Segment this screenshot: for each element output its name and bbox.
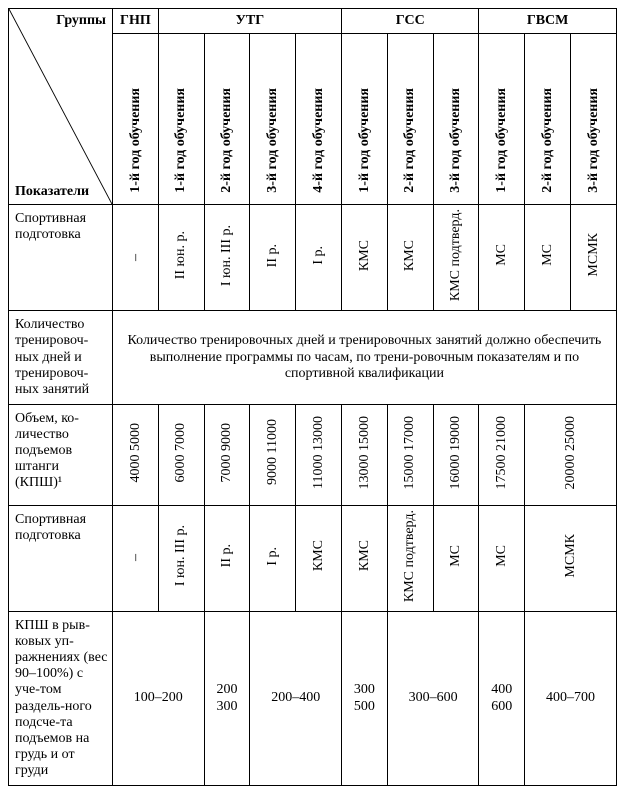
kpsh-c7: 400–700	[525, 612, 617, 786]
kpsh-c5: 300–600	[387, 612, 479, 786]
year-gss-2: 2-й год обучения	[387, 34, 433, 205]
label-days: Количество тренировоч-ных дней и трениро…	[9, 311, 113, 404]
row-kpsh: КПШ в рыв-ковых уп-ражнениях (вес 90–100…	[9, 612, 617, 786]
vol-c2: 7000 9000	[204, 404, 250, 505]
diag-bottom: Показатели	[15, 184, 89, 200]
year-gss-3: 3-й год обучения	[433, 34, 479, 205]
group-gnp: ГНП	[113, 9, 159, 34]
sport1-c10: МСМК	[571, 205, 617, 311]
sport2-c6: КМС подтверд.	[387, 505, 433, 611]
sport1-c0: –	[113, 205, 159, 311]
sport1-c9: МС	[525, 205, 571, 311]
vol-c5: 13000 15000	[342, 404, 388, 505]
year-gvsm-2: 2-й год обучения	[525, 34, 571, 205]
sport2-c2: II р.	[204, 505, 250, 611]
training-table: Группы Показатели ГНП УТГ ГСС ГВСМ 1-й г…	[8, 8, 617, 786]
group-utg: УТГ	[158, 9, 341, 34]
kpsh-c6: 400 600	[479, 612, 525, 786]
days-note: Количество тренировочных дней и трениров…	[113, 311, 617, 404]
year-utg-4: 4-й год обучения	[296, 34, 342, 205]
sport2-c5: КМС	[342, 505, 388, 611]
kpsh-c3: 200–400	[250, 612, 342, 786]
kpsh-c1: 100–200	[113, 612, 205, 786]
sport2-c4: КМС	[296, 505, 342, 611]
kpsh-c4: 300 500	[342, 612, 388, 786]
sport1-c6: КМС	[387, 205, 433, 311]
vol-c0: 4000 5000	[113, 404, 159, 505]
row-days: Количество тренировоч-ных дней и трениро…	[9, 311, 617, 404]
sport1-c7: КМС подтверд.	[433, 205, 479, 311]
row-volume: Объем, ко-личество подъемов штанги (КПШ)…	[9, 404, 617, 505]
kpsh-c2: 200 300	[204, 612, 250, 786]
header-diagonal: Группы Показатели	[9, 9, 113, 205]
vol-c4: 11000 13000	[296, 404, 342, 505]
vol-c3: 9000 11000	[250, 404, 296, 505]
vol-c8: 17500 21000	[479, 404, 525, 505]
sport1-c8: МС	[479, 205, 525, 311]
sport2-c3: I р.	[250, 505, 296, 611]
sport2-c8: МС	[479, 505, 525, 611]
row-sport-1: Спортивная подготовка – II юн. р. I юн. …	[9, 205, 617, 311]
group-gvsm: ГВСМ	[479, 9, 616, 34]
year-utg-3: 3-й год обучения	[250, 34, 296, 205]
vol-last: 20000 25000	[525, 404, 617, 505]
sport2-c7: МС	[433, 505, 479, 611]
label-sport-1: Спортивная подготовка	[9, 205, 113, 311]
label-volume: Объем, ко-личество подъемов штанги (КПШ)…	[9, 404, 113, 505]
sport1-c1: II юн. р.	[158, 205, 204, 311]
sport1-c4: I р.	[296, 205, 342, 311]
vol-c7: 16000 19000	[433, 404, 479, 505]
group-gss: ГСС	[342, 9, 479, 34]
year-gss-1: 1-й год обучения	[342, 34, 388, 205]
sport1-c5: КМС	[342, 205, 388, 311]
label-sport-2: Спортивная подготовка	[9, 505, 113, 611]
year-utg-2: 2-й год обучения	[204, 34, 250, 205]
row-sport-2: Спортивная подготовка – I юн. III р. II …	[9, 505, 617, 611]
sport2-c1: I юн. III р.	[158, 505, 204, 611]
vol-c6: 15000 17000	[387, 404, 433, 505]
year-gvsm-3: 3-й год обучения	[571, 34, 617, 205]
sport2-c0: –	[113, 505, 159, 611]
diag-top: Группы	[56, 13, 106, 29]
year-gvsm-1: 1-й год обучения	[479, 34, 525, 205]
label-kpsh: КПШ в рыв-ковых уп-ражнениях (вес 90–100…	[9, 612, 113, 786]
year-utg-1: 1-й год обучения	[158, 34, 204, 205]
sport2-last: МСМК	[525, 505, 617, 611]
sport1-c3: II р.	[250, 205, 296, 311]
vol-c1: 6000 7000	[158, 404, 204, 505]
year-gnp-1: 1-й год обучения	[113, 34, 159, 205]
sport1-c2: I юн. III р.	[204, 205, 250, 311]
